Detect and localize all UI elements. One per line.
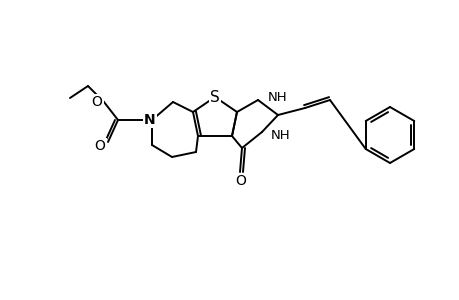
Text: N: N: [144, 113, 156, 127]
Text: O: O: [91, 95, 102, 109]
Text: NH: NH: [268, 91, 287, 103]
Text: O: O: [235, 174, 246, 188]
Text: O: O: [95, 139, 105, 153]
Text: S: S: [210, 89, 219, 104]
Text: NH: NH: [270, 128, 290, 142]
